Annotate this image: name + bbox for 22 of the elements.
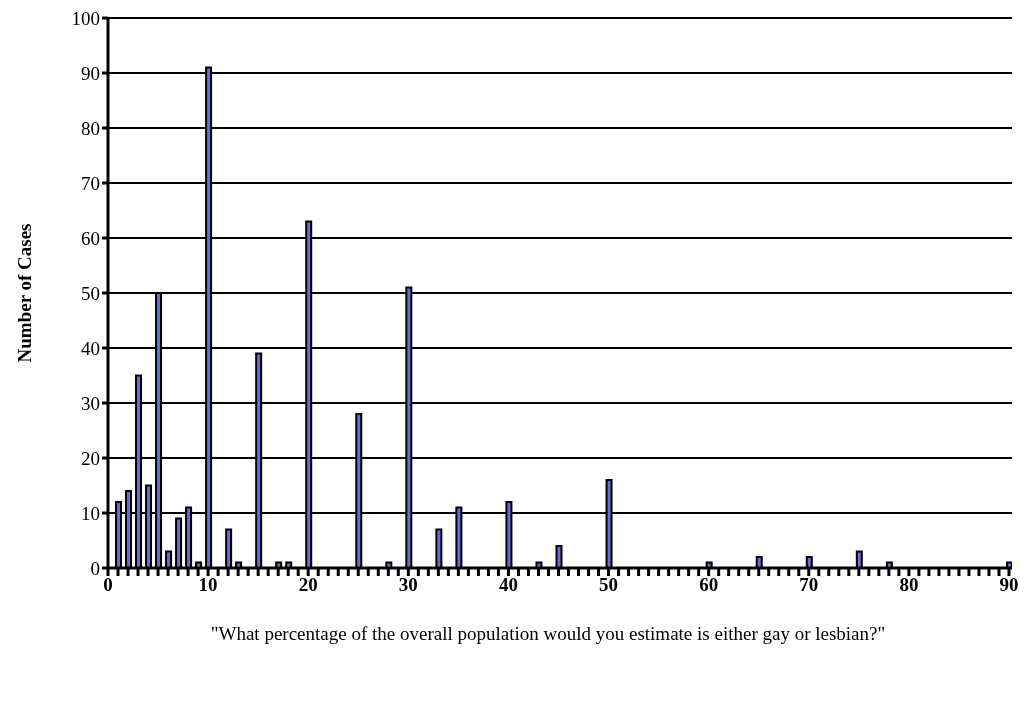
- y-tick-label: 20: [81, 447, 100, 469]
- x-tick-label: 90: [999, 574, 1019, 596]
- x-tick-label: 60: [699, 574, 719, 596]
- x-tick-label: 10: [198, 574, 218, 596]
- x-tick-label: 80: [899, 574, 919, 596]
- y-tick-label: 90: [81, 62, 100, 84]
- x-tick-label: 70: [799, 574, 819, 596]
- y-tick-label: 40: [81, 337, 100, 359]
- x-tick-label: 30: [398, 574, 418, 596]
- y-tick-label: 60: [81, 227, 100, 249]
- y-tick-label: 30: [81, 392, 100, 414]
- y-tick-label: 70: [81, 172, 100, 194]
- x-tick-label: 20: [298, 574, 318, 596]
- y-tick-label: 100: [71, 7, 100, 29]
- y-tick-label: 50: [81, 282, 100, 304]
- x-tick-label: 40: [498, 574, 518, 596]
- y-tick-label: 0: [90, 557, 100, 579]
- x-tick-label: 50: [599, 574, 619, 596]
- y-tick-label: 80: [81, 117, 100, 139]
- x-axis-title: "What percentage of the overall population would you estimate is either gay or lesbian?": [209, 622, 887, 646]
- y-tick-label: 10: [81, 502, 100, 524]
- y-axis-title: Number of Cases: [13, 223, 35, 363]
